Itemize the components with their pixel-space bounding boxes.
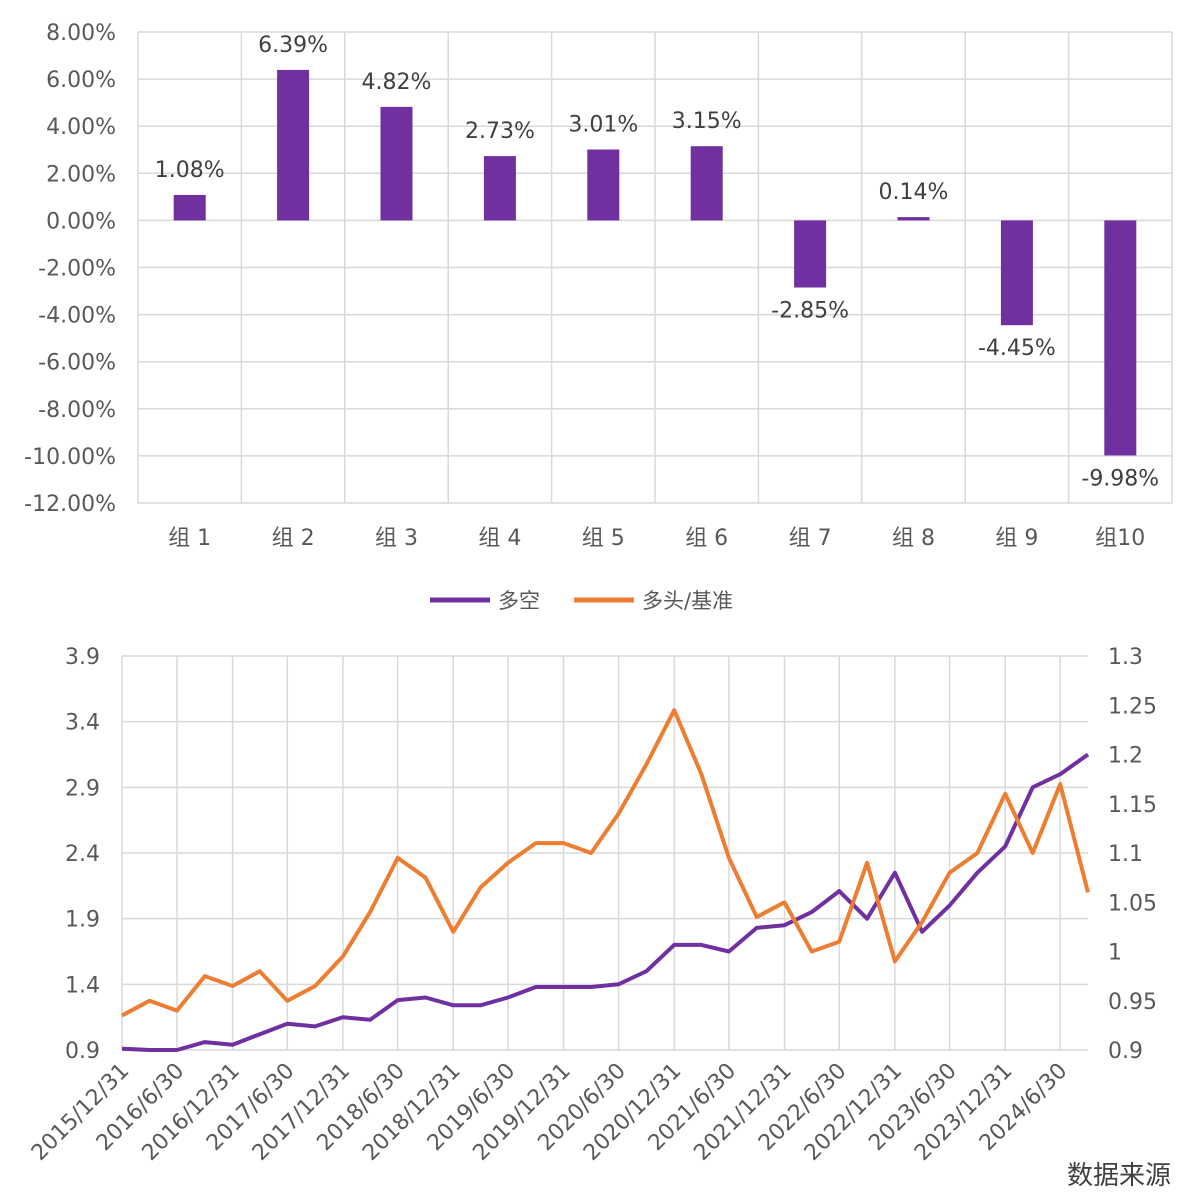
line-chart-grid (121, 655, 1088, 1051)
line-left-tick-label: 3.4 (65, 711, 100, 736)
source-note: 数据来源 (1066, 1161, 1171, 1191)
bar-chart-x-axis: 组 1 组 2 组 3 组 4 组 5 组 6 组 7 组 8 组 9 组10 (168, 526, 1145, 551)
bar-x-tick-label: 组 9 (995, 526, 1038, 551)
line-left-tick-label: 2.4 (65, 842, 100, 867)
line-chart-series (121, 708, 1090, 1052)
bar-x-tick-label: 组 5 (582, 526, 625, 551)
bar-x-tick-label: 组10 (1095, 526, 1145, 551)
bar-x-tick-label: 组 4 (478, 526, 521, 551)
bar-data-label: 1.08% (155, 158, 225, 183)
line-chart: 3.93.42.92.41.91.40.9 1.31.251.21.151.11… (27, 645, 1157, 1166)
series-line-long-benchmark (121, 708, 1090, 1018)
bar-data-label: -9.98% (1081, 466, 1159, 491)
bar-x-tick-label: 组 3 (375, 526, 418, 551)
bar-x-tick-label: 组 7 (789, 526, 832, 551)
bar-chart: 8.00% 6.00% 4.00% 2.00% 0.00% -2.00% -4.00% -6.… (24, 21, 1173, 551)
line-right-tick-label: 1.05 (1108, 891, 1157, 916)
bar-data-label: 2.73% (465, 119, 535, 144)
bar-y-tick-label: 8.00% (46, 21, 116, 46)
bar-data-label: 0.14% (879, 180, 949, 205)
bar (897, 217, 930, 221)
bar (483, 156, 516, 221)
bar-y-tick-label: -6.00% (38, 351, 116, 376)
line-chart-left-axis: 3.9 3.4 2.9 2.4 1.9 1.4 0.9 (65, 645, 100, 1064)
bar (1000, 220, 1033, 326)
bar-x-tick-label: 组 6 (685, 526, 728, 551)
line-right-tick-label: 1.2 (1108, 744, 1143, 769)
bar-chart-bars (173, 69, 1137, 456)
bar-data-label: -2.85% (771, 299, 849, 324)
line-right-tick-label: 1.15 (1108, 793, 1157, 818)
bar-y-tick-label: 6.00% (46, 68, 116, 93)
bar-x-tick-label: 组 8 (892, 526, 935, 551)
line-chart-right-axis: 1.3 1.25 1.2 1.15 1.1 1.05 1 0.95 0.9 (1108, 645, 1157, 1064)
line-right-tick-label: 0.95 (1108, 990, 1157, 1015)
bar (173, 194, 206, 221)
line-left-tick-label: 3.9 (65, 645, 100, 670)
bar-x-tick-label: 组 1 (168, 526, 211, 551)
bar-y-tick-label: 4.00% (46, 115, 116, 140)
line-left-tick-label: 2.9 (65, 776, 100, 801)
line-left-tick-label: 1.9 (65, 908, 100, 933)
bar (277, 69, 310, 221)
bar (587, 149, 620, 221)
bar-y-tick-label: 0.00% (46, 209, 116, 234)
line-right-tick-label: 1.25 (1108, 694, 1157, 719)
legend-label-long-short: 多空 (498, 589, 540, 613)
series-line-long-short (121, 752, 1090, 1052)
bar (1104, 220, 1137, 456)
line-left-tick-label: 1.4 (65, 973, 100, 998)
line-right-tick-label: 1 (1108, 941, 1122, 966)
line-chart-x-axis: 2015/12/312016/6/302016/12/312017/6/3020… (27, 1059, 1073, 1166)
bar (690, 146, 723, 221)
line-chart-legend: 多空 多头/基准 (430, 589, 733, 613)
bar-y-tick-label: -2.00% (38, 257, 116, 282)
bar-chart-data-labels: 1.08% 6.39% 4.82% 2.73% 3.01% 3.15% -2.85% 0.14… (155, 33, 1159, 492)
bar (380, 106, 413, 221)
bar-data-label: 4.82% (362, 70, 432, 95)
line-right-tick-label: 0.9 (1108, 1039, 1143, 1064)
bar-y-tick-label: -4.00% (38, 304, 116, 329)
bar-y-tick-label: -10.00% (24, 445, 116, 470)
bar-data-label: 3.01% (568, 113, 638, 138)
bar-y-tick-label: 2.00% (46, 162, 116, 187)
line-right-tick-label: 1.1 (1108, 842, 1143, 867)
bar-y-tick-label: -12.00% (24, 492, 116, 517)
bar-data-label: -4.45% (978, 336, 1056, 361)
line-left-tick-label: 0.9 (65, 1039, 100, 1064)
bar-x-tick-label: 组 2 (272, 526, 315, 551)
bar-data-label: 6.39% (258, 33, 328, 58)
bar (794, 220, 827, 288)
bar-chart-y-axis: 8.00% 6.00% 4.00% 2.00% 0.00% -2.00% -4.00% -6.… (24, 21, 116, 517)
bar-data-label: 3.15% (672, 109, 742, 134)
legend-label-long-benchmark: 多头/基准 (642, 589, 733, 613)
line-right-tick-label: 1.3 (1108, 645, 1143, 670)
bar-y-tick-label: -8.00% (38, 398, 116, 423)
bar-chart-grid (137, 31, 1173, 504)
